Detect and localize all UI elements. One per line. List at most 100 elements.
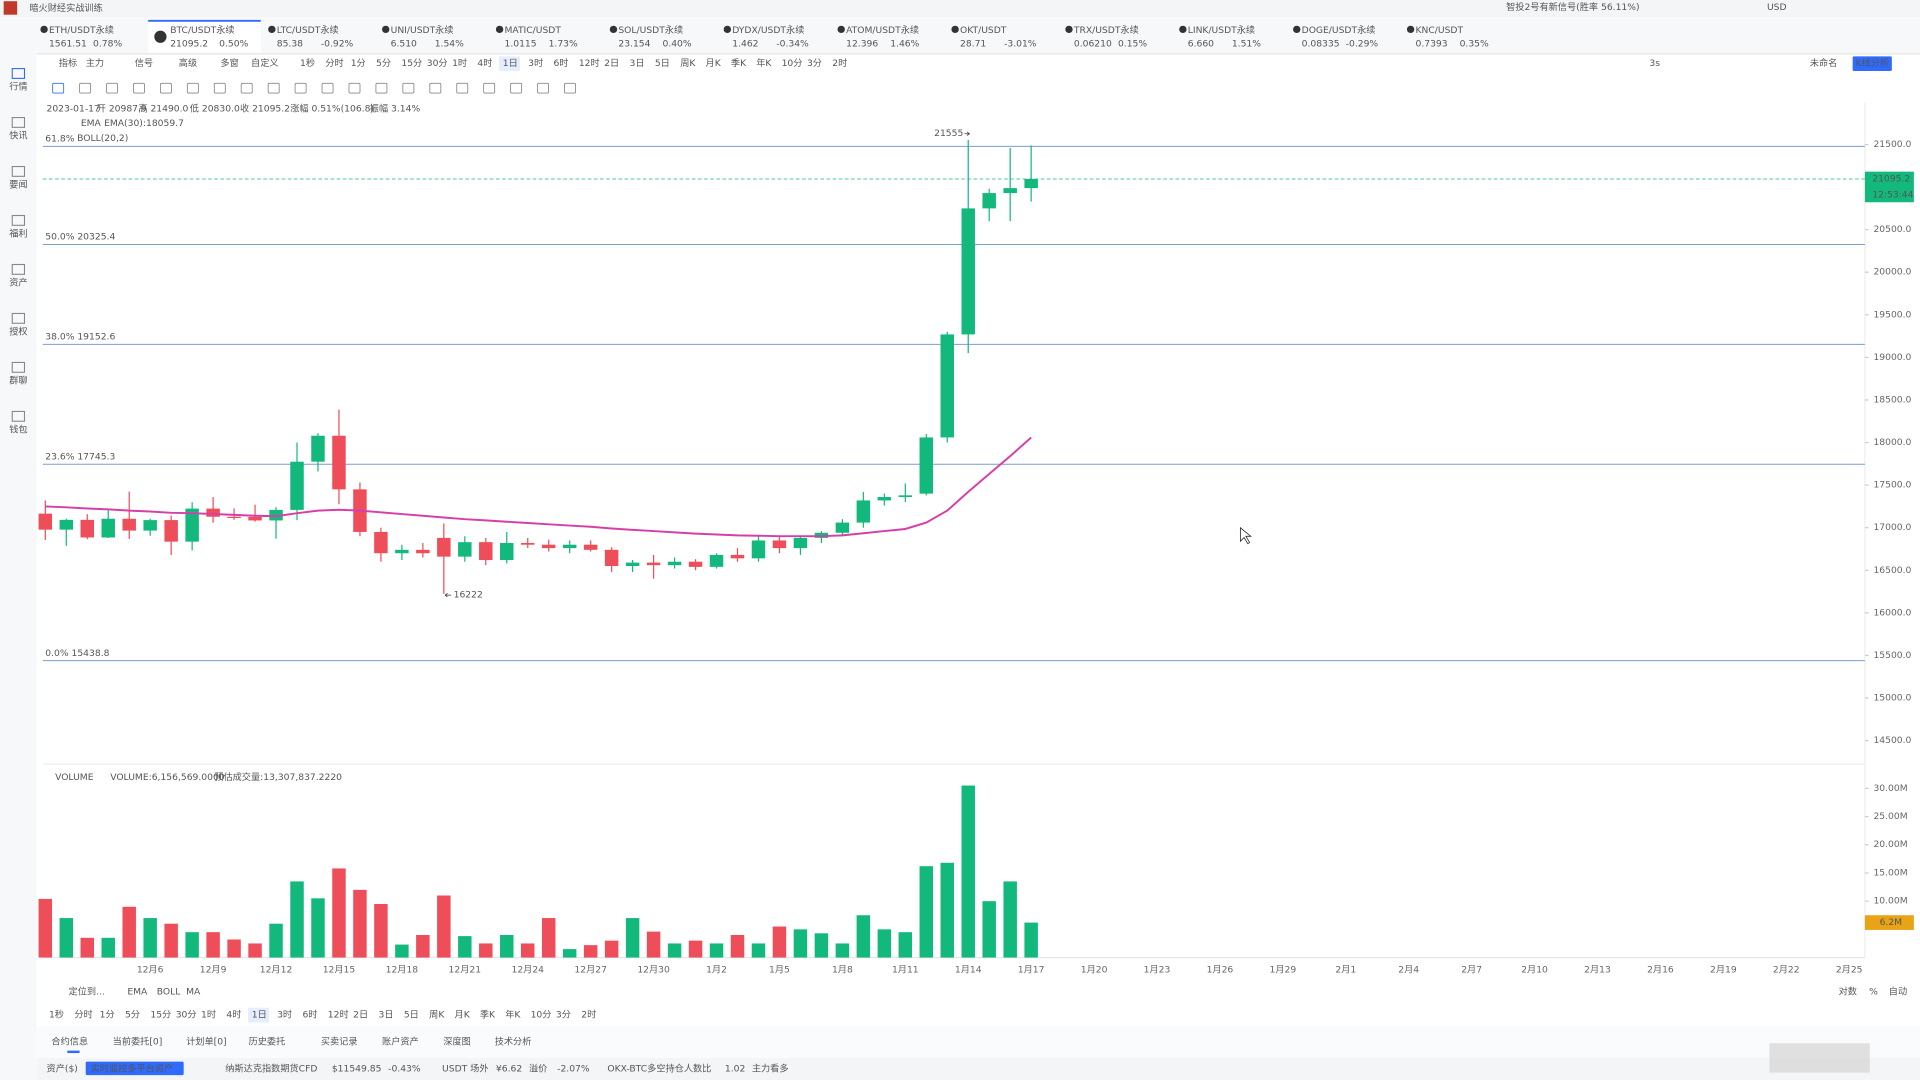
bottom-tab[interactable]: 当前委托[0] (113, 1036, 163, 1048)
bottom-tab[interactable]: 深度图 (443, 1036, 471, 1048)
indicator-toggle[interactable]: BOLL (157, 986, 181, 997)
drawing-tool[interactable] (537, 82, 549, 94)
timeframe[interactable]: 12时 (328, 1009, 349, 1021)
timeframe[interactable]: 1时 (452, 57, 467, 69)
drawing-tool[interactable] (429, 82, 442, 94)
toolbar-item[interactable]: 主力 (86, 57, 104, 69)
drawing-tool[interactable] (564, 82, 576, 94)
scale-option[interactable]: % (1869, 986, 1878, 997)
signal-notice[interactable]: 智投2号有新信号(胜率 56.11%) (1506, 1, 1639, 13)
timeframe[interactable]: 分时 (325, 57, 343, 69)
refresh-interval[interactable]: 3s (1649, 58, 1660, 69)
toolbar-item[interactable]: 指标 (59, 57, 77, 69)
timeframe[interactable]: 3日 (378, 1010, 393, 1021)
timeframe[interactable]: 3时 (528, 57, 543, 69)
timeframe[interactable]: 1时 (201, 1009, 216, 1021)
currency-select[interactable]: USD (1767, 2, 1787, 13)
timeframe[interactable]: 1秒 (300, 57, 315, 69)
drawing-tool[interactable] (240, 82, 253, 94)
timeframe[interactable]: 1分 (100, 1010, 115, 1021)
toolbar-item[interactable]: 高级 (179, 57, 197, 69)
timeframe[interactable]: 2日 (604, 58, 619, 69)
drawing-tool[interactable] (402, 82, 415, 94)
timeframe[interactable]: 6时 (553, 57, 568, 69)
timeframe[interactable]: 季K (480, 1009, 496, 1021)
ticker-name[interactable]: DOGE/USDT永续 (1302, 24, 1376, 36)
sidebar-label[interactable]: 钱包 (9, 423, 27, 435)
ticker-name[interactable]: BTC/USDT永续 (170, 24, 234, 36)
timeframe[interactable]: 3日 (630, 58, 645, 69)
drawing-tool[interactable] (133, 82, 145, 94)
ticker-name[interactable]: TRX/USDT永续 (1073, 24, 1139, 36)
indicator-toggle[interactable]: EMA (127, 986, 148, 997)
indicator-toggle[interactable]: MA (186, 986, 201, 997)
sidebar-label[interactable]: 资产 (9, 276, 27, 288)
timeframe[interactable]: 周K (429, 1010, 445, 1021)
timeframe[interactable]: 1秒 (49, 1009, 64, 1021)
timeframe[interactable]: 年K (505, 1009, 521, 1021)
timeframe[interactable]: 4时 (226, 1009, 241, 1021)
ticker-name[interactable]: MATIC/USDT (504, 25, 561, 36)
status-item[interactable]: 实时监控多平台资产 (91, 1062, 174, 1074)
timeframe[interactable]: 6时 (302, 1009, 317, 1021)
timeframe[interactable]: 3时 (277, 1009, 292, 1021)
timeframe[interactable]: 1日 (503, 58, 518, 69)
drawing-tool[interactable] (106, 82, 118, 94)
timeframe[interactable]: 周K (680, 58, 696, 69)
drawing-tool[interactable] (159, 82, 172, 94)
drawing-tool[interactable] (52, 82, 65, 94)
drawing-tool[interactable] (321, 82, 334, 94)
analysis-button[interactable]: K线分析 (1855, 57, 1889, 69)
timeframe[interactable]: 4时 (477, 57, 492, 69)
timeframe[interactable]: 年K (756, 57, 772, 69)
timeframe[interactable]: 季K (731, 57, 747, 69)
timeframe[interactable]: 10分 (782, 58, 803, 69)
drawing-tool[interactable] (186, 82, 199, 94)
sidebar-label[interactable]: 行情 (9, 80, 27, 92)
bottom-tab[interactable]: 计划单[0] (186, 1036, 227, 1048)
timeframe[interactable]: 5分 (376, 58, 391, 69)
toolbar-item[interactable]: 信号 (135, 57, 153, 69)
ticker-name[interactable]: LTC/USDT永续 (277, 24, 339, 36)
sidebar-label[interactable]: 授权 (9, 325, 27, 337)
timeframe[interactable]: 2日 (353, 1010, 368, 1021)
drawing-tool[interactable] (294, 82, 307, 94)
timeframe[interactable]: 1日 (252, 1010, 267, 1021)
timeframe[interactable]: 5日 (655, 58, 670, 69)
timeframe[interactable]: 15分 (401, 58, 422, 69)
timeframe[interactable]: 30分 (427, 58, 448, 69)
drawing-tool[interactable] (267, 82, 280, 94)
bottom-tab[interactable]: 账户资产 (382, 1036, 419, 1048)
ticker-name[interactable]: ETH/USDT永续 (49, 24, 114, 36)
timeframe[interactable]: 12时 (579, 57, 600, 69)
timeframe[interactable]: 15分 (150, 1010, 171, 1021)
toolbar-item[interactable]: 自定义 (251, 57, 279, 69)
layout-name[interactable]: 未命名 (1810, 57, 1838, 69)
drawing-tool[interactable] (375, 82, 388, 94)
timeframe[interactable]: 月K (455, 1010, 471, 1021)
bottom-tab[interactable]: 合约信息 (51, 1036, 88, 1048)
drawing-tool[interactable] (456, 82, 469, 94)
scale-option[interactable]: 对数 (1839, 985, 1857, 997)
timeframe[interactable]: 月K (706, 58, 722, 69)
ticker-name[interactable]: SOL/USDT永续 (618, 24, 683, 36)
ticker-name[interactable]: OKT/USDT (960, 25, 1007, 36)
timeframe[interactable]: 3分 (807, 58, 822, 69)
drawing-tool[interactable] (510, 82, 523, 94)
timeframe[interactable]: 2时 (832, 57, 847, 69)
timeframe[interactable]: 2时 (581, 1009, 596, 1021)
timeframe[interactable]: 1分 (351, 58, 366, 69)
drawing-tool[interactable] (483, 82, 496, 94)
timeframe[interactable]: 30分 (176, 1010, 197, 1021)
ticker-name[interactable]: LINK/USDT永续 (1188, 24, 1255, 36)
ticker-name[interactable]: DYDX/USDT永续 (732, 24, 804, 36)
ticker-name[interactable]: ATOM/USDT永续 (846, 24, 919, 36)
sidebar-label[interactable]: 快讯 (9, 129, 27, 141)
drawing-tool[interactable] (348, 82, 361, 94)
sidebar-label[interactable]: 群聊 (9, 374, 27, 386)
timeframe[interactable]: 3分 (556, 1010, 571, 1021)
bottom-tab[interactable]: 买卖记录 (321, 1036, 358, 1048)
toolbar-item[interactable]: 多窗 (220, 57, 238, 69)
timeframe[interactable]: 10分 (531, 1010, 552, 1021)
timeframe[interactable]: 分时 (74, 1009, 92, 1021)
